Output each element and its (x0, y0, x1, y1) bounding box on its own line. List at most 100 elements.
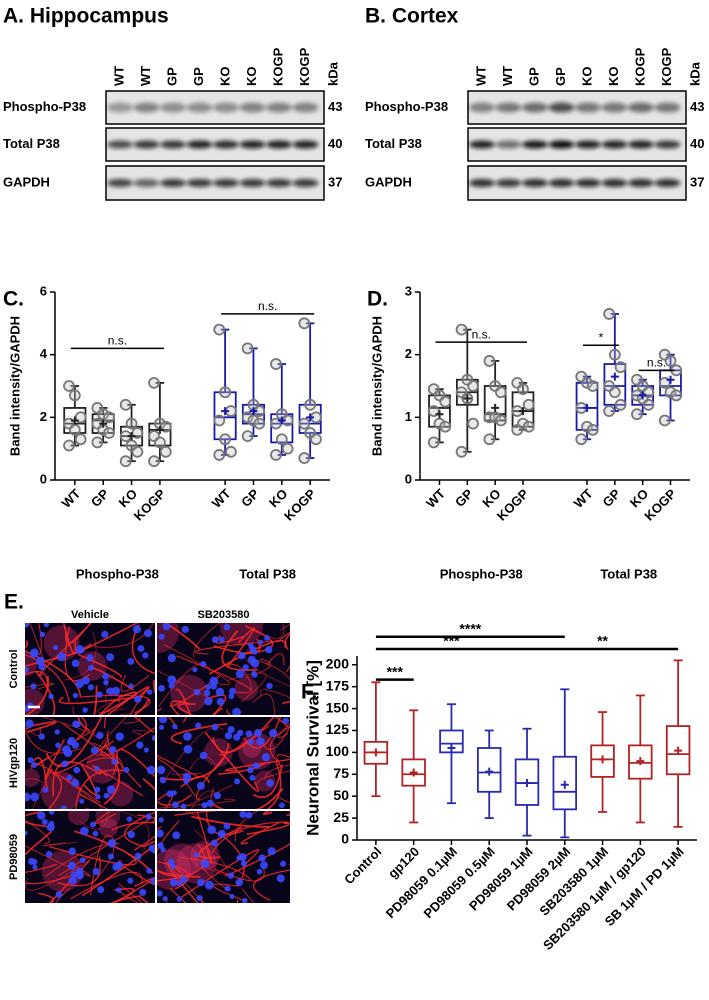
neurite (25, 875, 72, 885)
mean-marker (598, 755, 607, 764)
blot-band (107, 102, 133, 113)
nucleus (145, 813, 152, 820)
nucleus (79, 857, 86, 864)
kda-value: 37 (328, 174, 342, 189)
nucleus (229, 893, 235, 900)
neurite (55, 887, 70, 903)
nucleus (261, 752, 271, 762)
nucleus (68, 876, 77, 885)
data-point (614, 398, 627, 411)
data-point (310, 433, 322, 446)
neurite (139, 896, 149, 903)
nucleus (195, 722, 202, 729)
neurite (193, 623, 221, 658)
data-point (225, 445, 237, 458)
data-point (455, 445, 468, 458)
panel-title: B. Cortex (365, 5, 459, 28)
data-point (153, 436, 166, 449)
nucleus (170, 863, 176, 870)
significance-label: n.s. (258, 299, 277, 313)
row-label: PD98059 (8, 834, 20, 880)
neurite (25, 640, 29, 648)
x-tick-label: WT (209, 486, 234, 511)
nucleus (224, 885, 231, 892)
blot-band (186, 179, 213, 187)
data-point (253, 417, 266, 430)
nucleus (142, 652, 149, 659)
nucleus (201, 802, 208, 809)
x-tick-label: KOGP (131, 486, 169, 524)
nucleus (203, 689, 211, 697)
neurite (47, 740, 114, 774)
neurite (174, 811, 218, 816)
data-point (241, 342, 254, 355)
nucleus (109, 747, 116, 753)
mean-marker (435, 410, 444, 419)
neurite (25, 855, 97, 891)
nucleus (216, 697, 225, 706)
nucleus (134, 852, 142, 860)
significance-label: *** (443, 633, 460, 649)
neurite (252, 764, 283, 799)
data-point (91, 436, 104, 449)
neurite (277, 796, 290, 804)
nucleus (73, 766, 81, 774)
x-tick-label: GP (88, 486, 112, 510)
neurite (44, 738, 66, 781)
cell-body (43, 625, 80, 662)
nucleus (48, 693, 54, 700)
blot-band (292, 102, 319, 113)
neurite (157, 869, 201, 878)
nucleus (101, 630, 109, 639)
nucleus (66, 774, 73, 781)
nucleus (181, 625, 189, 634)
nucleus (75, 679, 84, 689)
nucleus (30, 650, 38, 659)
blot-band (239, 140, 266, 149)
micrograph (157, 811, 290, 903)
data-point (467, 380, 479, 392)
nucleus (157, 890, 163, 897)
data-point (125, 417, 138, 430)
lane-label: KO (579, 67, 594, 87)
lane-label: KOGP (270, 47, 285, 86)
mean-marker (518, 407, 527, 416)
mean-marker (485, 767, 494, 776)
neurite (245, 658, 271, 679)
nucleus (245, 730, 253, 738)
y-tick-label: 3 (405, 283, 412, 298)
data-point (63, 439, 75, 452)
cell-body (68, 811, 90, 826)
blot-band (469, 179, 495, 187)
nucleus (224, 732, 233, 740)
neurite (157, 844, 206, 882)
neurite (243, 717, 281, 749)
nucleus (207, 825, 217, 835)
neurite (86, 757, 117, 776)
data-point (213, 323, 226, 336)
lane-label: GP (526, 67, 541, 86)
neurite (77, 717, 90, 732)
data-point (433, 417, 446, 430)
nucleus (41, 819, 48, 826)
data-point (298, 317, 311, 330)
data-point (439, 395, 452, 408)
row-label: GAPDH (3, 174, 50, 189)
neurite (210, 788, 215, 809)
y-axis-label: Band intensity/GAPDH (7, 316, 22, 456)
nucleus (176, 896, 183, 902)
blot-band (186, 140, 213, 149)
micrograph (157, 623, 290, 715)
kda-label: kDa (687, 61, 702, 86)
data-point (213, 414, 226, 427)
nucleus (90, 746, 99, 755)
neurite (120, 713, 133, 715)
neurite (223, 663, 253, 691)
blot-band (628, 102, 654, 113)
nucleus (134, 695, 142, 703)
blot-band (601, 102, 628, 113)
nucleus (180, 803, 187, 809)
nucleus (80, 826, 89, 836)
nucleus (30, 792, 40, 802)
nucleus (87, 664, 94, 671)
